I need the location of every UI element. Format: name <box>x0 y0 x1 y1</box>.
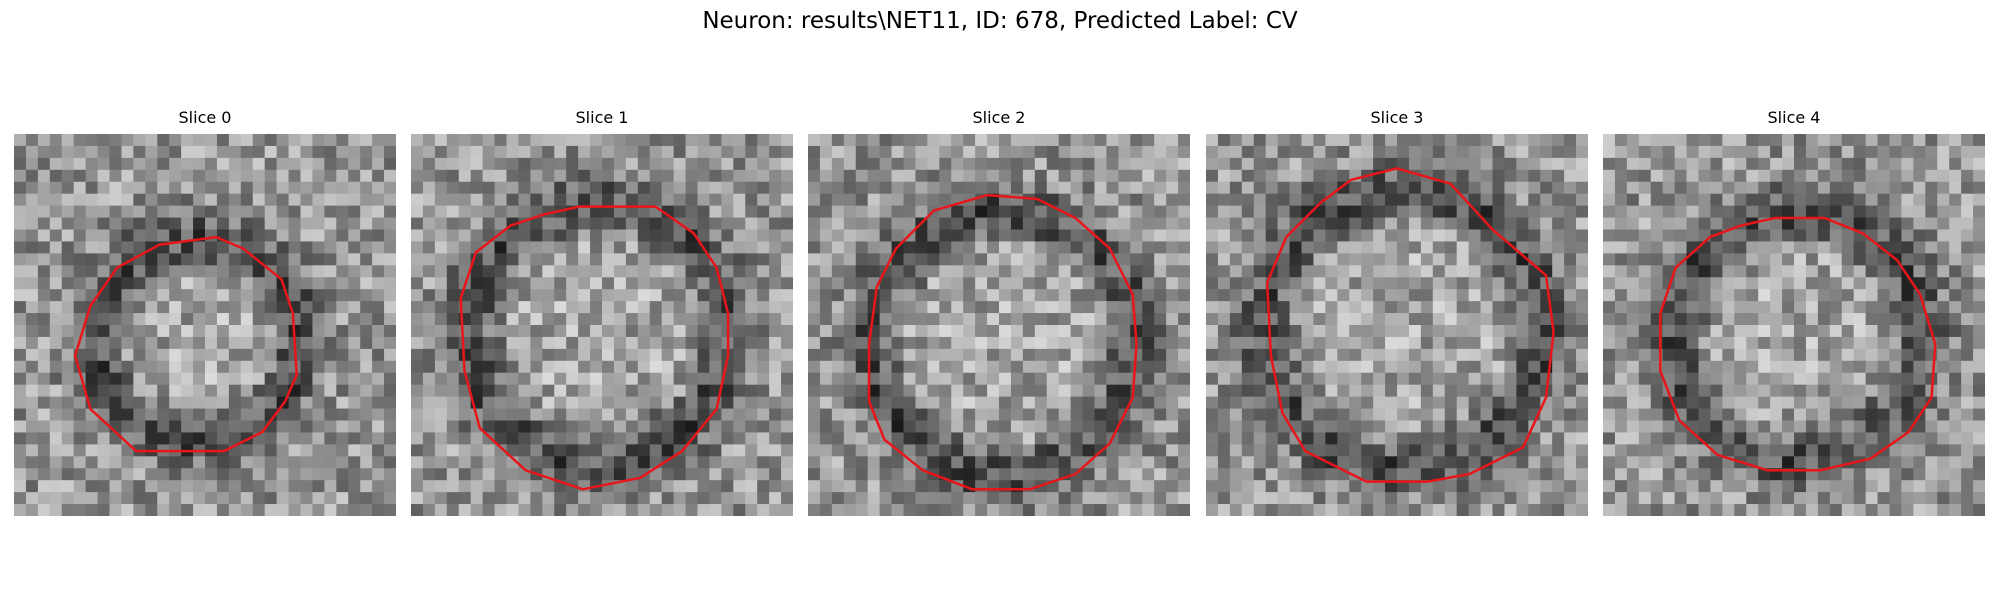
slice-title: Slice 1 <box>411 108 793 127</box>
slice-image <box>14 134 396 516</box>
figure-title: Neuron: results\NET11, ID: 678, Predicte… <box>0 8 2000 34</box>
slice-title: Slice 3 <box>1206 108 1588 127</box>
slice-image <box>411 134 793 516</box>
slice-title: Slice 2 <box>808 108 1190 127</box>
slice-title: Slice 0 <box>14 108 396 127</box>
slice-image <box>808 134 1190 516</box>
slice-title: Slice 4 <box>1603 108 1985 127</box>
slice-image <box>1206 134 1588 516</box>
slice-image <box>1603 134 1985 516</box>
